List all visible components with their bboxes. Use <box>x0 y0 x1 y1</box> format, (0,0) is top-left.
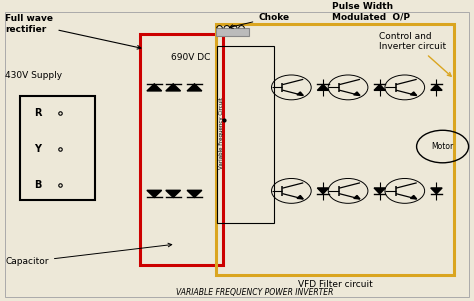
Polygon shape <box>354 195 360 199</box>
Bar <box>140 34 223 265</box>
Text: R: R <box>34 107 41 117</box>
Text: Choke: Choke <box>229 13 290 28</box>
Polygon shape <box>410 92 417 95</box>
Polygon shape <box>410 195 417 199</box>
Polygon shape <box>318 188 328 194</box>
Text: 430V Supply: 430V Supply <box>5 71 63 80</box>
Polygon shape <box>374 85 385 90</box>
Text: Motor: Motor <box>431 142 454 151</box>
Text: Full wave
rectifier: Full wave rectifier <box>5 14 141 49</box>
Polygon shape <box>297 92 303 95</box>
Bar <box>216 24 455 275</box>
Polygon shape <box>374 188 385 194</box>
Polygon shape <box>354 92 360 95</box>
Text: Pulse Width
Modulated  O/P: Pulse Width Modulated O/P <box>331 2 410 22</box>
Polygon shape <box>166 84 181 91</box>
Text: 690V DC: 690V DC <box>171 53 210 62</box>
Bar <box>217 46 274 223</box>
Bar <box>19 96 95 200</box>
Text: Control and
Inverter circuit: Control and Inverter circuit <box>379 32 451 76</box>
Polygon shape <box>147 190 162 197</box>
Text: VARIABLE FREQUENCY POWER INVERTER: VARIABLE FREQUENCY POWER INVERTER <box>175 288 333 297</box>
Text: Variable Frequency Circuit: Variable Frequency Circuit <box>219 97 224 169</box>
Text: VFD Filter circuit: VFD Filter circuit <box>299 280 373 289</box>
Text: Capacitor: Capacitor <box>5 243 172 266</box>
Text: Y: Y <box>34 144 41 154</box>
Bar <box>216 28 249 36</box>
Polygon shape <box>166 190 181 197</box>
Polygon shape <box>187 84 202 91</box>
Polygon shape <box>318 85 328 90</box>
Polygon shape <box>431 85 442 90</box>
Polygon shape <box>147 84 162 91</box>
Polygon shape <box>431 188 442 194</box>
Polygon shape <box>187 190 202 197</box>
Text: B: B <box>34 180 41 190</box>
Polygon shape <box>297 195 303 199</box>
